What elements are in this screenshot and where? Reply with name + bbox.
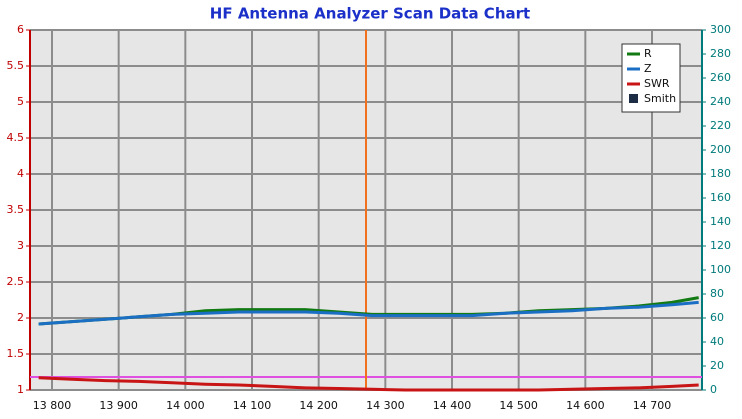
y2-tick-label: 0 — [710, 383, 717, 396]
y-tick-label: 6 — [17, 23, 24, 36]
y-tick-label: 4 — [17, 167, 24, 180]
y2-tick-label: 260 — [710, 71, 731, 84]
y-tick-label: 1 — [17, 383, 24, 396]
series-line — [38, 300, 699, 326]
y2-tick-label: 220 — [710, 119, 731, 132]
y2-tick-label: 240 — [710, 95, 731, 108]
y2-tick-label: 40 — [710, 335, 724, 348]
x-tick-label: 14 000 — [166, 399, 205, 412]
y2-tick-label: 300 — [710, 23, 731, 36]
y2-tick-label: 140 — [710, 215, 731, 228]
y2-tick-label: 280 — [710, 47, 731, 60]
y2-tick-label: 100 — [710, 263, 731, 276]
legend-label: R — [644, 47, 652, 60]
y2-tick-label: 160 — [710, 191, 731, 204]
y-tick-label: 3 — [17, 239, 24, 252]
x-tick-label: 14 600 — [566, 399, 605, 412]
y2-tick-label: 180 — [710, 167, 731, 180]
series-line — [38, 376, 699, 392]
y-tick-label: 2 — [17, 311, 24, 324]
x-tick-label: 14 200 — [299, 399, 338, 412]
y-tick-label: 3.5 — [7, 203, 25, 216]
y2-tick-label: 200 — [710, 143, 731, 156]
y2-tick-label: 60 — [710, 311, 724, 324]
x-tick-label: 14 700 — [633, 399, 672, 412]
y2-tick-label: 120 — [710, 239, 731, 252]
x-tick-label: 14 300 — [366, 399, 405, 412]
legend-swatch — [629, 94, 638, 103]
y-tick-label: 1.5 — [7, 347, 25, 360]
y-tick-label: 5 — [17, 95, 24, 108]
y-tick-label: 2.5 — [7, 275, 25, 288]
legend-label: Z — [644, 62, 652, 75]
legend-label: SWR — [644, 77, 670, 90]
x-tick-label: 13 800 — [33, 399, 72, 412]
chart-title: HF Antenna Analyzer Scan Data Chart — [210, 5, 530, 23]
legend-label: Smith — [644, 92, 676, 105]
x-tick-label: 14 500 — [499, 399, 538, 412]
y2-tick-label: 20 — [710, 359, 724, 372]
y-tick-label: 4.5 — [7, 131, 25, 144]
y2-tick-label: 80 — [710, 287, 724, 300]
x-tick-label: 14 400 — [433, 399, 472, 412]
x-tick-label: 13 900 — [99, 399, 138, 412]
x-tick-label: 14 100 — [233, 399, 272, 412]
y-tick-label: 5.5 — [7, 59, 25, 72]
